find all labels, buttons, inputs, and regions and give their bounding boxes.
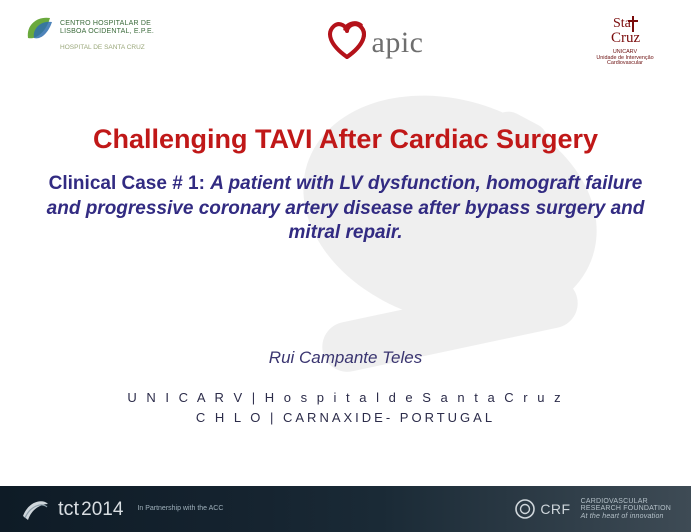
logo-apic: apic [324,20,424,60]
footer-partnership: In Partnership with the ACC [137,505,223,513]
author-name: Rui Campante Teles [0,348,691,368]
logo-hospital-lisboa: CENTRO HOSPITALAR DE LISBOA OCIDENTAL, E… [24,14,154,51]
hospital-name: CENTRO HOSPITALAR DE LISBOA OCIDENTAL, E… [60,20,154,35]
tct-swoosh-icon [20,494,50,524]
crf-logo: CRF [514,498,570,520]
slide-title: Challenging TAVI After Cardiac Surgery [0,124,691,155]
footer-right: CRF CARDIOVASCULAR RESEARCH FOUNDATION A… [514,498,671,520]
affil-line1: U N I C A R V | H o s p i t a l d e S a … [0,388,691,408]
crf-abbrev: CRF [540,501,570,517]
partner-line1: In Partnership with the ACC [137,505,223,512]
logo-sta-cruz: Sta Cruz UNICARV Unidade de Intervenção … [593,14,657,67]
slide-root: CENTRO HOSPITALAR DE LISBOA OCIDENTAL, E… [0,0,691,532]
tct-wordmark: tct2014 [58,498,123,521]
hospital-line1: CENTRO HOSPITALAR DE [60,20,154,28]
affiliation: U N I C A R V | H o s p i t a l d e S a … [0,388,691,427]
leaf-icon [24,14,54,42]
sta-cruz-sub: UNICARV Unidade de Intervenção Cardiovas… [596,50,653,67]
affil-line2: C H L O | CARNAXIDE- PORTUGAL [0,408,691,428]
crf-line1: CARDIOVASCULAR [581,498,671,505]
hospital-sub: HOSPITAL DE SANTA CRUZ [60,44,145,51]
tct-text: tct [58,498,79,521]
footer-bar: tct2014 In Partnership with the ACC CRF … [0,486,691,532]
background-watermark [160,60,640,440]
clinical-case-subtitle: Clinical Case # 1: A patient with LV dys… [40,172,651,246]
right-sub3: Cardiovascular [596,61,653,67]
crf-line2: RESEARCH FOUNDATION [581,505,671,512]
svg-text:Cruz: Cruz [611,30,641,46]
crf-full: CARDIOVASCULAR RESEARCH FOUNDATION At th… [581,498,671,520]
crf-line3: At the heart of innovation [581,513,671,520]
svg-text:Sta: Sta [613,16,632,31]
crf-ring-icon [514,498,536,520]
sta-cruz-icon: Sta Cruz [609,14,641,48]
hospital-line2: LISBOA OCIDENTAL, E.P.E. [60,28,154,36]
footer-left: tct2014 In Partnership with the ACC [20,494,223,524]
header-logos: CENTRO HOSPITALAR DE LISBOA OCIDENTAL, E… [0,10,691,80]
apic-heart-icon [324,21,370,59]
apic-wordmark: apic [372,26,424,60]
tct-year: 2014 [81,499,123,521]
case-label: Clinical Case # 1: [49,173,211,194]
